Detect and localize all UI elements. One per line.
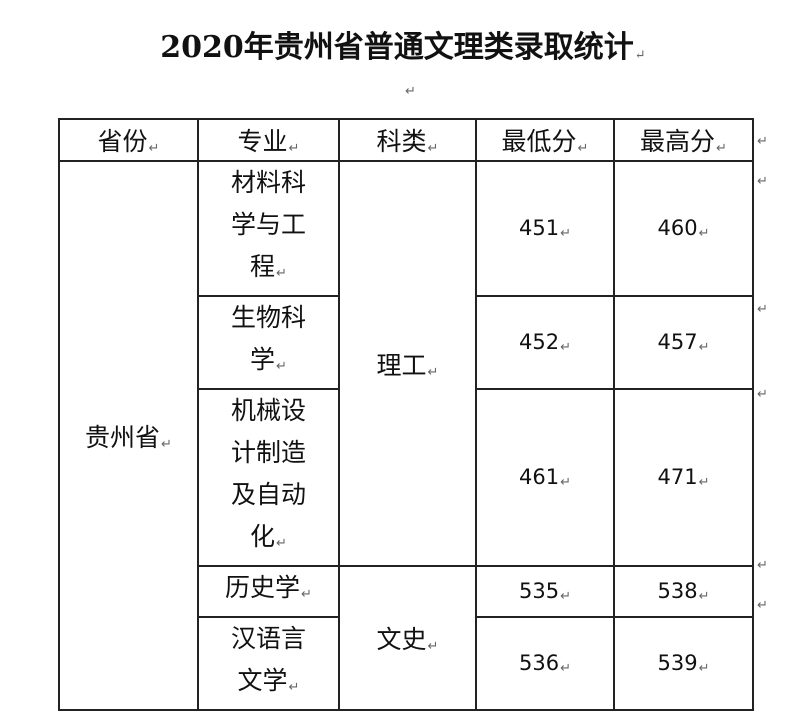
row-end-mark: [756, 592, 768, 613]
title-text: 2020年贵州省普通文理类录取统计: [160, 30, 634, 65]
header-major: 专业: [197, 118, 340, 162]
max-score-cell: 538: [613, 565, 754, 618]
min-score-cell: 451: [475, 160, 615, 297]
table-row: 历史学 文史 535 538: [59, 565, 754, 711]
page-title: 2020年贵州省普通文理类录取统计: [0, 22, 806, 66]
province-cell: 贵州省: [58, 160, 199, 711]
category-cell-arts: 文史: [338, 565, 477, 711]
row-end-mark: [756, 381, 768, 402]
paragraph-mark: [634, 30, 646, 65]
min-score-cell: 452: [475, 295, 615, 390]
min-score-cell: 535: [475, 565, 615, 618]
major-cell: 生物科学: [197, 295, 340, 390]
major-cell: 历史学: [197, 565, 340, 618]
major-cell: 汉语言 文学: [197, 616, 340, 711]
min-score-cell: 536: [475, 616, 615, 711]
row-end-mark: [756, 168, 768, 189]
row-end-mark: [756, 552, 768, 573]
min-score-cell: 461: [475, 388, 615, 567]
header-category: 科类: [338, 118, 477, 162]
header-province: 省份: [58, 118, 199, 162]
max-score-cell: 460: [613, 160, 754, 297]
row-end-mark: [756, 296, 768, 317]
major-cell: 材料科 学与工程: [197, 160, 340, 297]
max-score-cell: 471: [613, 388, 754, 567]
max-score-cell: 539: [613, 616, 754, 711]
major-cell: 机械设 计制造 及自动化: [197, 388, 340, 567]
max-score-cell: 457: [613, 295, 754, 390]
category-cell-science: 理工: [338, 160, 477, 567]
paragraph-mark: [404, 78, 416, 99]
header-max-score: 最高分: [613, 118, 754, 162]
row-end-mark: [756, 128, 768, 149]
table-header-row: 省份 专业 科类 最低分 最高分: [58, 118, 754, 162]
header-min-score: 最低分: [475, 118, 615, 162]
